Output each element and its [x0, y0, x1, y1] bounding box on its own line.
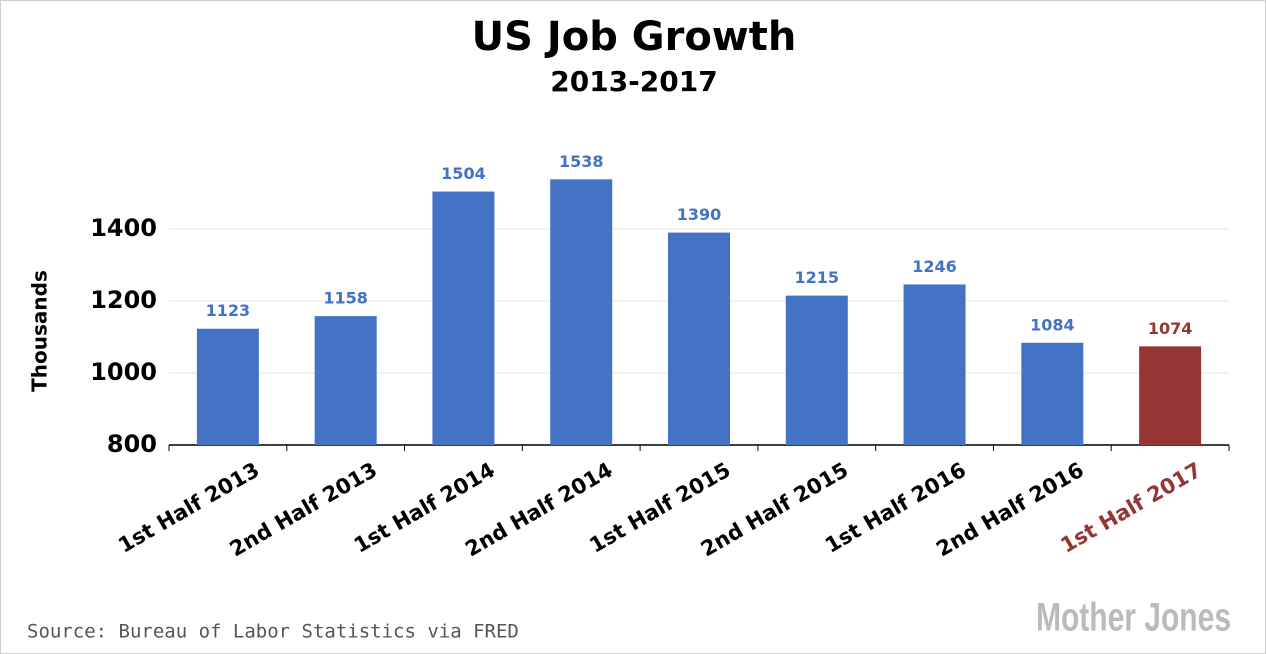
- value-label: 1538: [559, 152, 604, 171]
- y-tick-label: 1400: [90, 214, 157, 242]
- value-label: 1084: [1030, 315, 1075, 334]
- value-label: 1074: [1148, 319, 1193, 338]
- y-axis-label: Thousands: [28, 270, 52, 392]
- value-label: 1504: [441, 164, 486, 183]
- bar: [785, 295, 848, 445]
- y-tick-label: 1200: [90, 286, 157, 314]
- value-label: 1158: [323, 289, 368, 308]
- bar: [314, 316, 377, 445]
- bar: [550, 179, 613, 445]
- value-label: 1246: [912, 257, 957, 276]
- value-label: 1390: [677, 205, 722, 224]
- bar: [196, 328, 259, 445]
- bar: [668, 232, 730, 445]
- y-tick-label: 800: [107, 430, 157, 458]
- y-tick-label: 1000: [90, 358, 157, 386]
- source-note: Source: Bureau of Labor Statistics via F…: [27, 621, 519, 643]
- bar: [903, 284, 966, 445]
- bar: [1139, 346, 1202, 445]
- bar: [432, 191, 495, 445]
- bar: [1021, 342, 1084, 445]
- chart-subtitle: 2013-2017: [550, 65, 717, 98]
- watermark: Mother Jones: [1036, 596, 1231, 640]
- value-label: 1123: [206, 301, 251, 320]
- value-label: 1215: [795, 268, 840, 287]
- chart-title: US Job Growth: [472, 14, 797, 60]
